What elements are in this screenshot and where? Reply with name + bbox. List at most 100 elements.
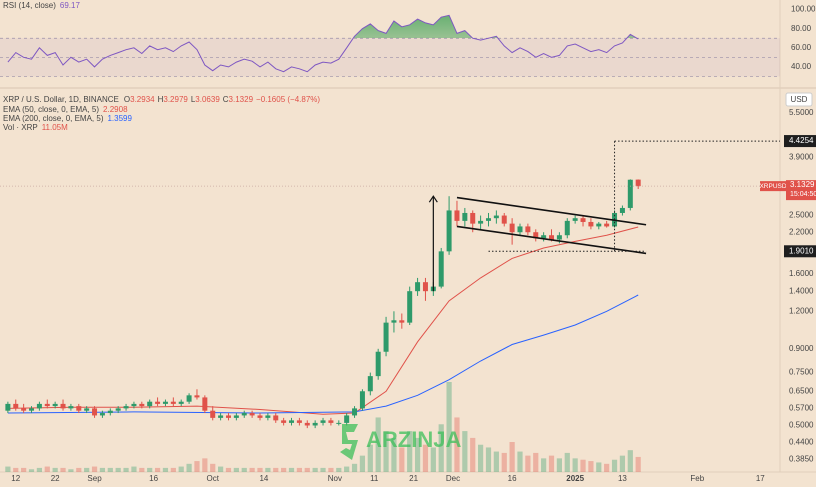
volume-bar <box>596 462 602 472</box>
candle-body <box>627 179 633 208</box>
candle-body <box>289 420 295 423</box>
candle-body <box>139 403 145 407</box>
volume-bar <box>367 444 373 472</box>
volume-bar <box>438 424 444 472</box>
candle-body <box>422 282 428 292</box>
volume-bar <box>131 466 137 472</box>
ohlc-value: 3.1329 <box>229 95 254 104</box>
candle-body <box>155 401 161 404</box>
candle-body <box>296 420 302 423</box>
volume-bar <box>147 467 153 472</box>
x-tick-label: 21 <box>409 474 418 483</box>
candle-body <box>273 415 279 421</box>
ema-name: EMA (200, close, 0, EMA, 5) <box>3 114 104 123</box>
y-tick-label: 0.5700 <box>789 403 814 412</box>
x-tick-label: 22 <box>51 474 60 483</box>
x-tick-label: 16 <box>508 474 517 483</box>
candle-body <box>147 401 153 407</box>
ohlc-value: 3.0639 <box>195 95 220 104</box>
x-tick-label: 13 <box>618 474 627 483</box>
x-tick-label: Oct <box>207 474 220 483</box>
volume-bar <box>619 455 626 472</box>
volume-value: 11.05M <box>42 123 68 132</box>
y-tick-label: 1.4000 <box>789 286 814 295</box>
volume-bar <box>76 467 82 472</box>
candle-body <box>336 422 342 424</box>
candle-body <box>265 415 271 418</box>
x-tick-label: 11 <box>370 474 379 483</box>
candle-body <box>210 410 216 418</box>
volume-bar <box>383 431 389 472</box>
candle-body <box>478 220 484 224</box>
candle-body <box>588 221 594 227</box>
channel-line <box>456 225 647 255</box>
y-tick-label: 0.4400 <box>789 437 814 446</box>
y-tick-label: 1.6000 <box>789 269 814 278</box>
candle-body <box>517 226 523 233</box>
candle-body <box>470 212 476 224</box>
candle-body <box>407 291 413 323</box>
candle-body <box>76 406 82 411</box>
rsi-tick-label: 40.00 <box>791 62 812 71</box>
y-tick-label: 5.5000 <box>789 108 814 117</box>
volume-bar <box>430 447 436 472</box>
y-tick-label: 0.5000 <box>789 421 814 430</box>
volume-bar <box>233 467 239 472</box>
x-tick-label: 16 <box>149 474 158 483</box>
volume-bar <box>36 467 42 472</box>
volume-bar <box>391 437 397 472</box>
volume-bar <box>336 467 342 472</box>
volume-bar <box>485 447 492 472</box>
volume-bar <box>241 467 247 472</box>
candle-body <box>123 406 129 409</box>
candle-body <box>68 406 74 409</box>
volume-bar <box>194 461 200 472</box>
candle-body <box>533 232 539 239</box>
candle-body <box>415 282 421 292</box>
support-label: 1.9010 <box>789 246 814 255</box>
candle-body <box>564 220 570 236</box>
watermark-logo <box>340 424 358 460</box>
target-label-box <box>784 135 816 148</box>
volume-bar <box>44 466 50 472</box>
candle-body <box>162 401 168 404</box>
candle-body <box>359 391 365 409</box>
volume-bar <box>296 467 302 472</box>
channel-line <box>456 196 647 226</box>
target-label: 4.4254 <box>789 136 814 145</box>
volume-bar <box>399 447 405 472</box>
candle-body <box>541 235 547 239</box>
y-tick-label: 2.2000 <box>789 227 814 236</box>
volume-bar <box>627 450 633 472</box>
candle-body <box>525 226 531 233</box>
rsi-value: 69.17 <box>60 1 81 10</box>
volume-bar <box>265 467 271 472</box>
rsi-overbought-fill <box>353 15 637 38</box>
candle-body <box>202 397 208 411</box>
volume-bar <box>548 455 555 472</box>
volume-bar <box>414 437 421 472</box>
candle-body <box>375 351 381 377</box>
rsi-line <box>7 14 639 73</box>
candle-body <box>107 410 113 414</box>
ticker: XRPUSD <box>759 183 786 190</box>
candle-body <box>556 235 562 240</box>
x-tick-label: Feb <box>690 474 704 483</box>
volume-bar <box>154 467 161 472</box>
volume-bar <box>281 467 287 472</box>
volume-bar <box>21 467 27 472</box>
candle-body <box>493 215 499 219</box>
candle-body <box>604 223 610 227</box>
candle-body <box>233 415 239 418</box>
candle-body <box>60 403 66 409</box>
candle-body <box>84 408 90 411</box>
volume-bar <box>218 466 224 472</box>
candle-body <box>115 408 121 411</box>
volume-bar <box>635 456 641 472</box>
rsi-tick-label: 60.00 <box>791 43 812 52</box>
candle-body <box>367 376 373 392</box>
volume-bar <box>580 459 586 472</box>
candle-body <box>580 218 586 222</box>
candle-body <box>328 420 334 423</box>
volume-bar <box>249 467 255 472</box>
